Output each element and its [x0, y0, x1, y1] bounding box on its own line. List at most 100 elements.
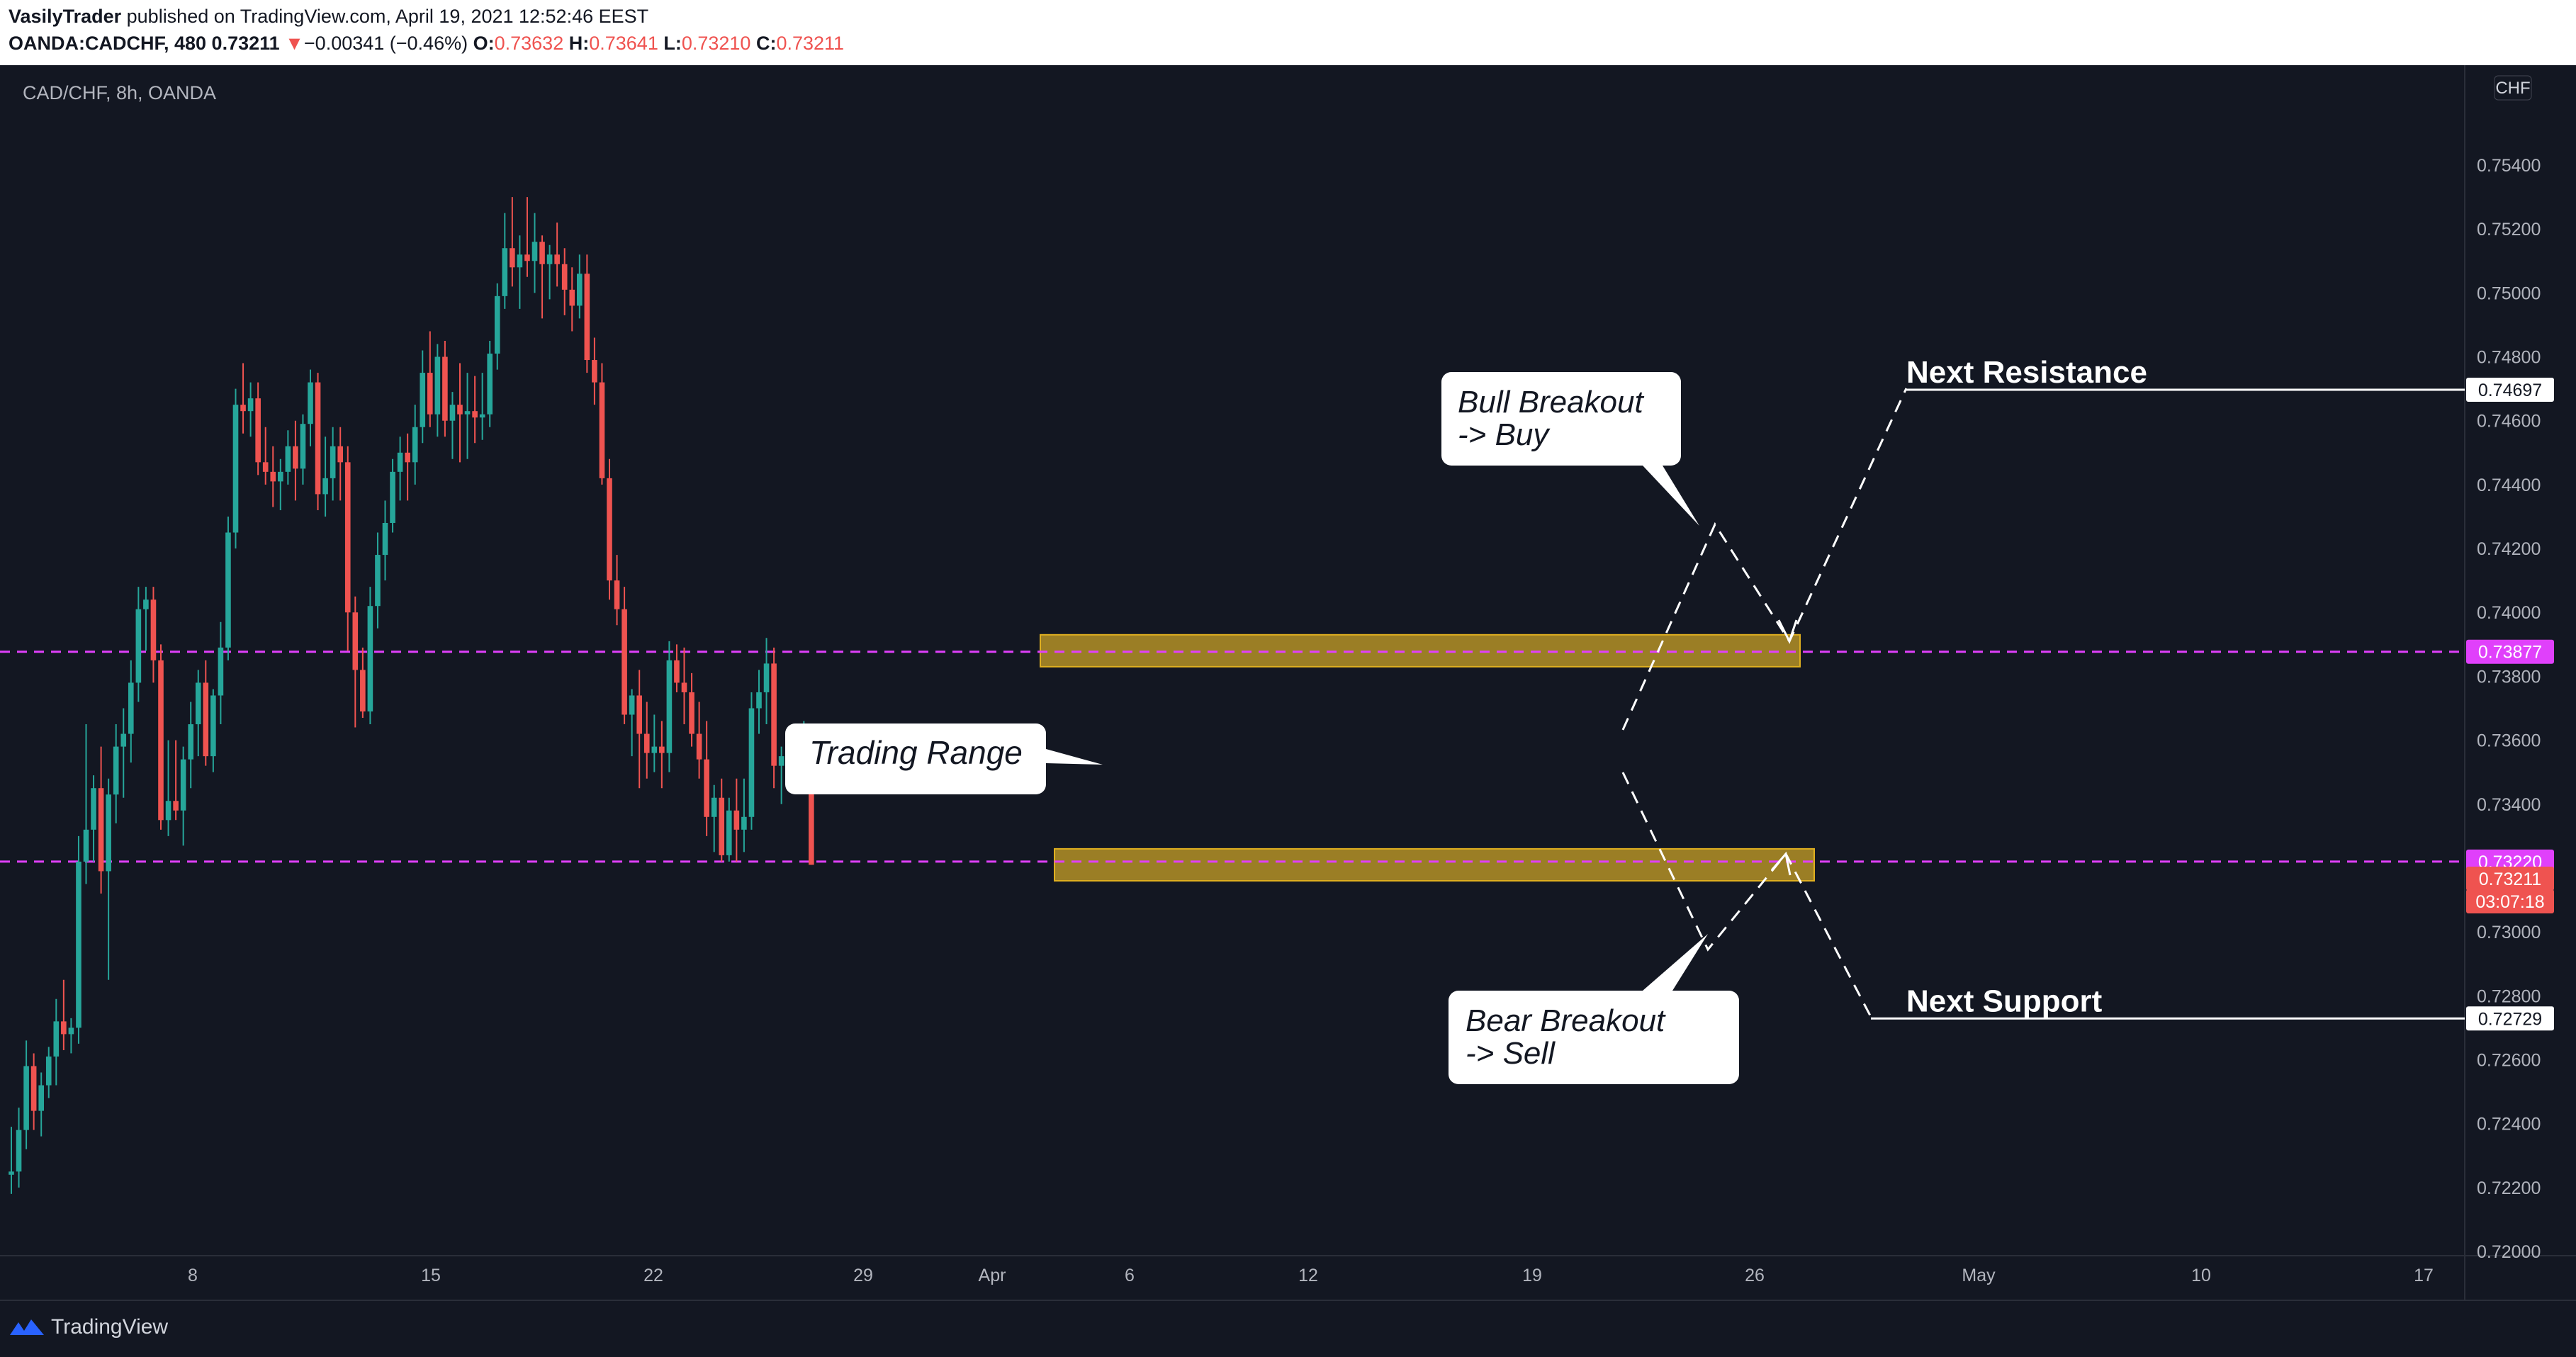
candle-body: [23, 1066, 29, 1130]
candle-body: [457, 405, 463, 415]
candle-body: [487, 354, 493, 415]
candle-body: [666, 660, 673, 753]
candle-body: [464, 411, 471, 415]
candle-body: [180, 759, 186, 811]
candle-body: [76, 861, 81, 1028]
candle-body: [218, 647, 224, 696]
candle-body: [143, 599, 149, 609]
price-badge-white: [2466, 1006, 2554, 1031]
candle-body: [9, 1171, 14, 1175]
change-arrow-icon: ▼: [285, 33, 304, 54]
candle-body: [741, 816, 747, 830]
candle-body: [510, 248, 515, 268]
y-tick-label: 0.74000: [2477, 603, 2541, 623]
candle-body: [763, 663, 770, 692]
candle-body: [614, 580, 620, 609]
y-tick-label: 0.72600: [2477, 1050, 2541, 1070]
candle-body: [30, 1066, 37, 1111]
price-badge-label: 0.73877: [2478, 643, 2542, 663]
candle-body: [173, 801, 179, 811]
candle-body: [150, 599, 157, 660]
bear-breakout-path: [1621, 772, 1872, 1018]
candle-body: [120, 733, 127, 747]
low-label: L:: [663, 33, 682, 54]
candle-body: [322, 478, 328, 495]
symbol-label: OANDA:CADCHF, 480: [9, 33, 207, 54]
candle-body: [704, 759, 709, 817]
y-tick-label: 0.74400: [2477, 475, 2541, 495]
candle-body: [689, 692, 694, 734]
price-badge-label: 03:07:18: [2475, 892, 2544, 912]
price-badge-label: 0.72729: [2478, 1009, 2542, 1029]
candle-body: [748, 708, 755, 817]
candle-body: [420, 373, 426, 427]
candle-body: [569, 289, 575, 306]
author-name[interactable]: VasilyTrader: [9, 6, 122, 27]
candle-body: [778, 756, 784, 766]
candle-body: [293, 446, 298, 469]
y-tick-label: 0.75000: [2477, 283, 2541, 303]
candle-body: [360, 670, 366, 712]
candle-body: [382, 522, 388, 556]
bull-breakout-callout: [1441, 372, 1699, 526]
candle-body: [98, 788, 104, 872]
candle-body: [367, 606, 373, 712]
candle-body: [232, 405, 239, 533]
candle-body: [442, 356, 448, 421]
y-tick-label: 0.74600: [2477, 412, 2541, 432]
y-tick-label: 0.72200: [2477, 1178, 2541, 1198]
candle-body: [577, 274, 583, 306]
x-tick-label: May: [1962, 1266, 1996, 1285]
currency-label: CHF: [2495, 79, 2530, 98]
price-badge-magenta: [2466, 639, 2554, 664]
price-badge-label: 0.74697: [2478, 381, 2542, 400]
candle-body: [158, 660, 164, 821]
high-label: H:: [568, 33, 590, 54]
high-value: 0.73641: [589, 33, 658, 54]
trading-range-callout: [785, 723, 1103, 794]
currency-badge[interactable]: CHF: [2494, 75, 2532, 101]
x-tick-label: 29: [853, 1266, 873, 1285]
change-value: −0.00341 (−0.46%): [303, 33, 468, 54]
bull-arrowhead-icon: [1777, 619, 1798, 644]
candle-body: [524, 254, 530, 261]
candle-body: [629, 695, 635, 715]
candle-body: [390, 471, 395, 523]
candle-body: [106, 794, 111, 872]
candle-body: [344, 462, 351, 613]
price-badge-white: [2466, 377, 2554, 402]
chart-area[interactable]: 0.72000 0.72200 0.72400 0.72600 0.72800 0.730…: [0, 65, 2576, 1300]
tradingview-logo-icon[interactable]: [9, 1315, 45, 1341]
y-tick-label: 0.72000: [2477, 1242, 2541, 1262]
candle-body: [517, 254, 523, 268]
candle-body: [225, 532, 231, 648]
candle-body: [315, 382, 321, 495]
chart-title: CAD/CHF, 8h, OANDA: [23, 82, 216, 103]
y-tick-label: 0.75200: [2477, 220, 2541, 240]
candle-body: [719, 797, 725, 855]
candle-body: [554, 254, 560, 264]
bear-breakout-callout: [1449, 934, 1739, 1084]
candle-body: [195, 682, 201, 725]
candle-body: [599, 382, 605, 478]
candle-body: [337, 446, 343, 463]
candle-body: [756, 692, 762, 709]
low-value: 0.73210: [681, 33, 751, 54]
candle-body: [262, 462, 269, 472]
candle-body: [494, 295, 500, 354]
candle-body: [643, 733, 650, 753]
candle-body: [375, 555, 381, 607]
candle-body: [546, 254, 553, 264]
candle-body: [621, 609, 627, 715]
brand-name[interactable]: TradingView: [51, 1315, 169, 1339]
candle-body: [188, 724, 193, 760]
open-value: 0.73632: [494, 33, 564, 54]
candle-body: [16, 1130, 22, 1172]
candle-body: [128, 682, 134, 734]
candle-body: [278, 471, 283, 482]
y-tick-label: 0.73600: [2477, 731, 2541, 751]
candle-body: [434, 356, 441, 415]
next-resistance-label: Next Resistance: [1906, 355, 2147, 390]
candle-body: [771, 663, 777, 766]
price-chart[interactable]: 0.72000 0.72200 0.72400 0.72600 0.72800 0.730…: [0, 65, 2576, 1300]
